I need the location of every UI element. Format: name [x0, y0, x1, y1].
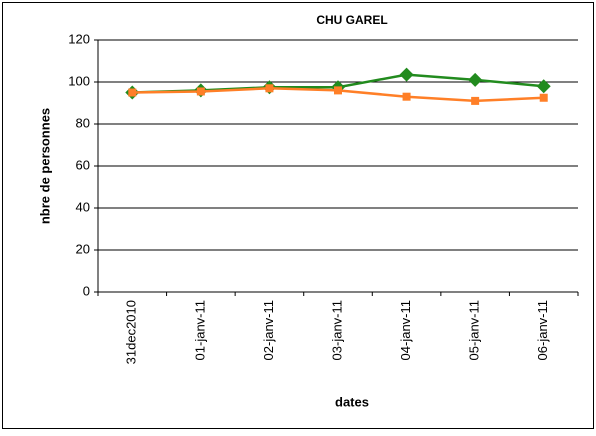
- marker: [334, 86, 342, 95]
- y-tick-label: 120: [68, 31, 90, 46]
- marker: [536, 79, 551, 94]
- x-tick-label: 04-janv-11: [398, 300, 413, 360]
- marker: [399, 67, 414, 82]
- marker: [196, 87, 205, 96]
- y-tick-label: 0: [83, 283, 90, 298]
- marker: [128, 88, 137, 97]
- x-tick-label: 05-janv-11: [467, 300, 482, 360]
- chart-title: CHU GAREL: [316, 13, 387, 27]
- y-tick-label: 60: [76, 157, 90, 172]
- marker: [539, 93, 548, 102]
- marker: [265, 84, 274, 93]
- marker: [468, 72, 483, 87]
- y-tick-label: 40: [76, 199, 90, 214]
- x-tick-label: 06-janv-11: [535, 300, 550, 360]
- y-tick-label: 100: [68, 73, 90, 88]
- y-tick-label: 20: [76, 241, 90, 256]
- x-tick-label: 01-janv-11: [192, 300, 207, 360]
- marker: [402, 92, 411, 101]
- y-axis-label: nbre de personnes: [37, 108, 52, 224]
- y-tick-label: 80: [76, 115, 90, 130]
- x-tick-label: 03-janv-11: [329, 300, 344, 360]
- x-axis-label: dates: [335, 394, 369, 409]
- x-tick-label: 02-janv-11: [261, 300, 276, 360]
- chart-border: [2, 2, 594, 429]
- x-tick-label: 31dec2010: [124, 300, 139, 364]
- marker: [471, 96, 480, 105]
